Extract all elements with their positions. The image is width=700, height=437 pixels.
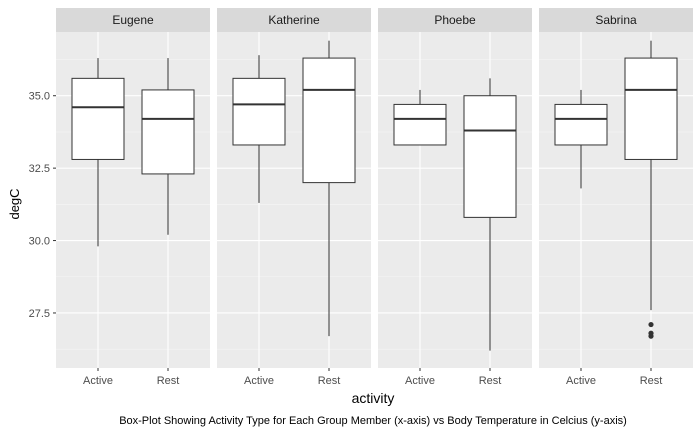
x-tick-label: Rest (157, 375, 180, 387)
x-tick-label: Active (83, 375, 113, 387)
x-tick-label: Rest (479, 375, 502, 387)
box-rest (141, 58, 195, 235)
facet-panel-eugene: Eugene Active Rest (56, 8, 210, 387)
facet-strip (378, 8, 532, 32)
facet-strip (539, 8, 693, 32)
box-active (232, 55, 286, 203)
box-iqr (554, 103, 608, 146)
outlier-point (648, 321, 654, 328)
box-iqr (232, 77, 286, 146)
x-tick-label: Rest (318, 375, 341, 387)
chart-caption: Box-Plot Showing Activity Type for Each … (119, 415, 627, 427)
facet-strip-label: Eugene (112, 13, 154, 27)
y-tick-label: 32.5 (29, 163, 50, 175)
box-active (393, 89, 447, 146)
facet-panel-phoebe: Phoebe Active Rest (378, 8, 532, 387)
box-iqr (71, 77, 125, 160)
box-iqr (624, 57, 678, 160)
facet-strip-label: Phoebe (434, 13, 476, 27)
facet-strip-label: Sabrina (595, 13, 637, 27)
y-axis-label: degC (7, 188, 22, 219)
box-rest (624, 40, 678, 339)
box-iqr (302, 57, 356, 184)
facet-panel-sabrina: Sabrina Active Rest (539, 8, 693, 387)
box-active (554, 89, 608, 189)
x-tick-label: Active (405, 375, 435, 387)
y-tick-label: 35.0 (29, 91, 50, 103)
y-tick-label: 30.0 (29, 236, 50, 248)
box-active (71, 58, 125, 247)
y-axis: 27.5 30.0 32.5 35.0 (29, 91, 56, 320)
facet-strip-label: Katherine (268, 13, 320, 27)
facet-panel-katherine: Katherine Active Rest (217, 8, 371, 387)
box-rest (302, 40, 356, 337)
facet-strip (217, 8, 371, 32)
x-tick-label: Active (566, 375, 596, 387)
facet-strip (56, 8, 210, 32)
box-rest (463, 78, 517, 351)
box-iqr (141, 89, 195, 175)
y-tick-label: 27.5 (29, 308, 50, 320)
outlier-point (648, 333, 654, 339)
x-axis-label: activity (352, 390, 395, 406)
box-iqr (463, 95, 517, 218)
x-tick-label: Rest (640, 375, 663, 387)
x-tick-label: Active (244, 375, 274, 387)
box-iqr (393, 103, 447, 146)
